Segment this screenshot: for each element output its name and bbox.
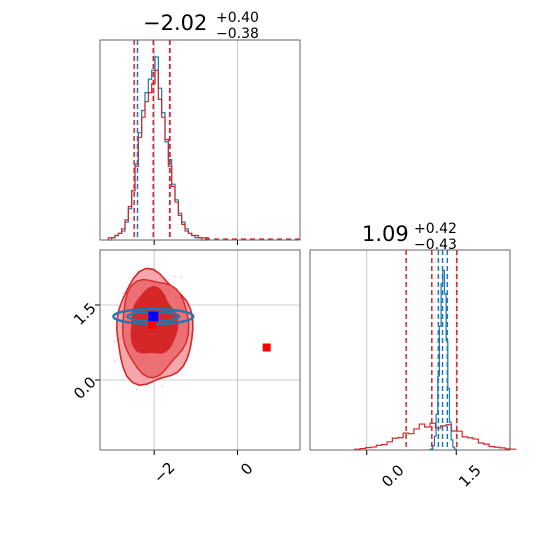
- joint-ytick-label-1p5: 1.5: [70, 299, 100, 329]
- p2-scatter-point: [113, 340, 116, 343]
- panel3-title-upper: +0.42: [414, 221, 457, 237]
- panel3-title-lower: −0.43: [414, 237, 457, 253]
- p2-scatter-point: [161, 384, 164, 387]
- p2-marker-blue-0: [148, 311, 159, 322]
- p3-xtick-label-1p5: 1.5: [455, 461, 485, 491]
- p2-marker-red-2: [148, 321, 157, 329]
- p3-frame: [309, 249, 511, 451]
- p2-scatter-point: [179, 290, 182, 293]
- joint-contour-panel: [95, 249, 301, 455]
- p1-frame: [99, 39, 301, 241]
- panel1-title-lower: −0.38: [216, 26, 259, 42]
- p2-scatter-point: [136, 388, 138, 390]
- p3-xtick-label-0p0: 0.0: [378, 461, 408, 491]
- p1-histogram-red: [107, 69, 209, 240]
- panel1-title-upper: +0.40: [216, 10, 259, 26]
- marginal-histogram-param-1: [99, 39, 301, 245]
- p2-scatter-point: [123, 291, 125, 294]
- p2-scatter-point: [113, 360, 116, 363]
- marginal-histogram-param-2: [309, 249, 517, 455]
- p2-scatter-point: [173, 275, 176, 278]
- panel1-title-main: −2.02: [143, 11, 207, 35]
- panel3-title-main: 1.09: [362, 222, 409, 246]
- joint-ytick-label-0p0: 0.0: [70, 373, 100, 403]
- p2-marker-red-1: [262, 343, 271, 352]
- p2-frame: [99, 249, 301, 451]
- joint-xtick-label-0: 0: [237, 459, 256, 478]
- p3-histogram-red: [354, 422, 517, 450]
- p1-background: [100, 40, 300, 240]
- p3-background: [310, 250, 510, 450]
- p2-scatter-point: [180, 276, 183, 279]
- joint-xtick-label-neg2: −2: [150, 458, 178, 486]
